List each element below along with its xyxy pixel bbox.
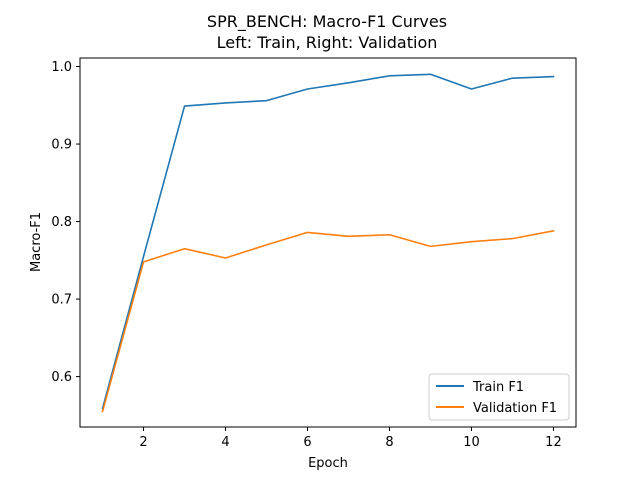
x-tick-label-6: 6 [303,435,311,450]
x-tick-label-12: 12 [545,435,562,450]
x-tick-label-10: 10 [463,435,480,450]
y-axis: 0.6 0.7 0.8 0.9 1.0 [51,60,80,385]
x-tick-label-8: 8 [385,435,393,450]
plot-frame [79,57,577,428]
series-line-validation [101,229,555,413]
x-tick-label-2: 2 [139,435,147,450]
series-line-train [101,73,555,410]
legend: Train F1 Validation F1 [428,373,570,421]
chart-subtitle: Left: Train, Right: Validation [217,33,438,52]
y-axis-label: Macro-F1 [29,212,44,272]
y-tick-label-2: 0.8 [51,215,72,230]
y-tick-label-4: 1.0 [51,60,72,75]
y-tick-label-0: 0.6 [51,370,72,385]
x-axis-label: Epoch [308,456,348,471]
series-layer [101,73,555,413]
y-tick-label-1: 0.7 [51,293,72,308]
legend-label-validation: Validation F1 [473,401,557,416]
x-axis: 2 4 6 8 10 12 [139,427,562,450]
chart-title: SPR_BENCH: Macro-F1 Curves [207,12,447,32]
x-tick-label-4: 4 [221,435,229,450]
legend-label-train: Train F1 [472,380,524,395]
y-tick-label-3: 0.9 [51,138,72,153]
